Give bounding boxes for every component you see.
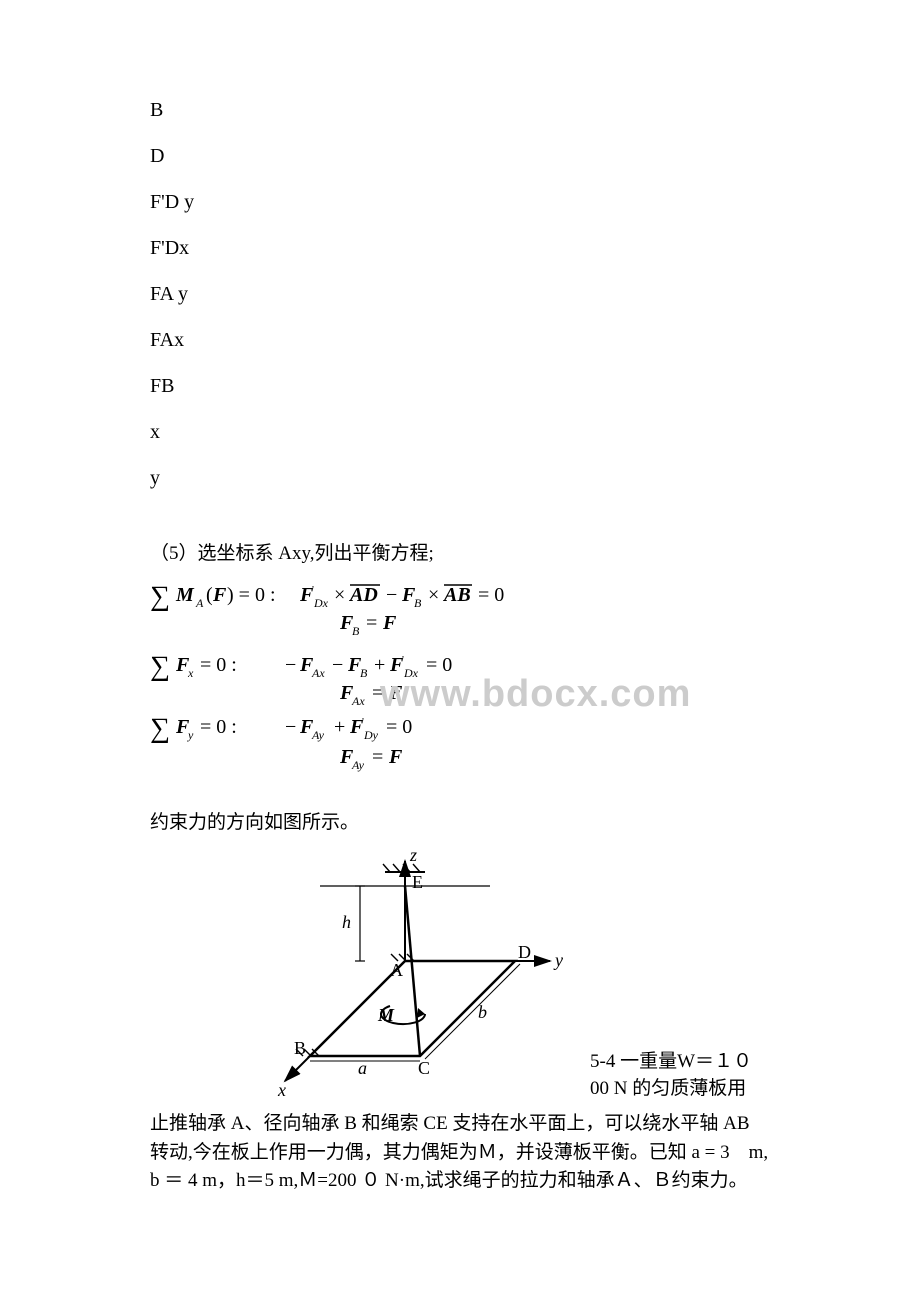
variable-list: B D F'D y F'Dx FA y FAx FB x y: [150, 90, 770, 498]
point-c-label: C: [418, 1058, 430, 1078]
svg-text:M: M: [175, 584, 195, 606]
svg-text:+: +: [334, 716, 345, 738]
svg-text:y: y: [187, 728, 194, 742]
var-item: F'Dx: [150, 228, 770, 268]
svg-text:−: −: [386, 584, 397, 606]
svg-text:F: F: [388, 746, 403, 768]
svg-text:B: B: [360, 666, 368, 680]
svg-text:Dx: Dx: [313, 596, 329, 610]
axis-y-label: y: [553, 950, 563, 970]
var-item: y: [150, 458, 770, 498]
figure-row: z y x E A B C D h a b M 5-4 一重量W＝１０00 N …: [150, 846, 770, 1106]
svg-text:B: B: [352, 624, 360, 638]
svg-text:B: B: [414, 596, 422, 610]
point-d-label: D: [518, 942, 531, 962]
equations-svg: ∑ M A ( F ) = 0 : F ' Dx × AD − F B × AB…: [150, 579, 570, 789]
problem-text-start: 一重量W＝１０00 N 的匀质薄板用: [590, 1051, 752, 1099]
dim-a-label: a: [358, 1058, 367, 1078]
svg-text:= 0: = 0: [386, 716, 412, 738]
point-e-label: E: [412, 872, 423, 892]
var-item: FAx: [150, 320, 770, 360]
svg-text:F: F: [212, 584, 227, 606]
problem-label-inline: 5-4 一重量W＝１０00 N 的匀质薄板用: [580, 1046, 770, 1106]
svg-text:Ay: Ay: [311, 728, 325, 742]
svg-text:−: −: [332, 654, 343, 676]
svg-text:=: =: [372, 746, 383, 768]
constraint-note: 约束力的方向如图所示。: [150, 807, 770, 834]
svg-text:Dx: Dx: [403, 666, 419, 680]
svg-text:= 0: = 0: [478, 584, 504, 606]
svg-text:A: A: [195, 596, 204, 610]
var-item: F'D y: [150, 182, 770, 222]
svg-text:−: −: [285, 716, 296, 738]
svg-text:×: ×: [334, 584, 345, 606]
svg-text:=: =: [372, 682, 383, 704]
dim-b-label: b: [478, 1002, 487, 1022]
svg-text:) = 0 :: ) = 0 :: [227, 584, 276, 606]
svg-text:Dy: Dy: [363, 728, 379, 742]
svg-text:x: x: [187, 666, 194, 680]
svg-text:=: =: [366, 612, 377, 634]
var-item: FA y: [150, 274, 770, 314]
figure-svg: z y x E A B C D h a b M: [250, 846, 580, 1106]
var-item: x: [150, 412, 770, 452]
axis-x-label: x: [277, 1080, 286, 1100]
svg-text:Ay: Ay: [351, 758, 365, 772]
svg-text:': ': [402, 654, 404, 666]
problem-number: 5-4: [590, 1051, 615, 1072]
var-item: D: [150, 136, 770, 176]
svg-text:': ': [362, 716, 364, 728]
svg-text:×: ×: [428, 584, 439, 606]
equations-block: ∑ M A ( F ) = 0 : F ' Dx × AD − F B × AB…: [150, 579, 770, 789]
point-b-label: B: [294, 1038, 306, 1058]
svg-text:AD: AD: [348, 584, 378, 606]
svg-text:∑: ∑: [150, 581, 170, 612]
svg-text:Ax: Ax: [351, 694, 365, 708]
svg-text:∑: ∑: [150, 713, 170, 744]
step-5-heading: （5）选坐标系 Axy,列出平衡方程;: [150, 538, 770, 565]
axis-z-label: z: [409, 846, 417, 865]
svg-text:': ': [312, 584, 314, 596]
svg-text:+: +: [374, 654, 385, 676]
svg-text:(: (: [206, 584, 213, 606]
point-a-label: A: [390, 960, 403, 980]
moment-label: M: [377, 1005, 395, 1025]
svg-text:AB: AB: [442, 584, 471, 606]
problem-text: 止推轴承 A、径向轴承 B 和绳索 CE 支持在水平面上，可以绕水平轴 AB 转…: [150, 1110, 770, 1196]
svg-text:= 0 :: = 0 :: [200, 654, 237, 676]
svg-text:F: F: [388, 682, 403, 704]
svg-text:= 0: = 0: [426, 654, 452, 676]
dim-h-label: h: [342, 912, 351, 932]
svg-text:−: −: [285, 654, 296, 676]
svg-text:Ax: Ax: [311, 666, 325, 680]
var-item: FB: [150, 366, 770, 406]
svg-text:F: F: [382, 612, 397, 634]
svg-text:= 0 :: = 0 :: [200, 716, 237, 738]
var-item: B: [150, 90, 770, 130]
svg-text:∑: ∑: [150, 651, 170, 682]
